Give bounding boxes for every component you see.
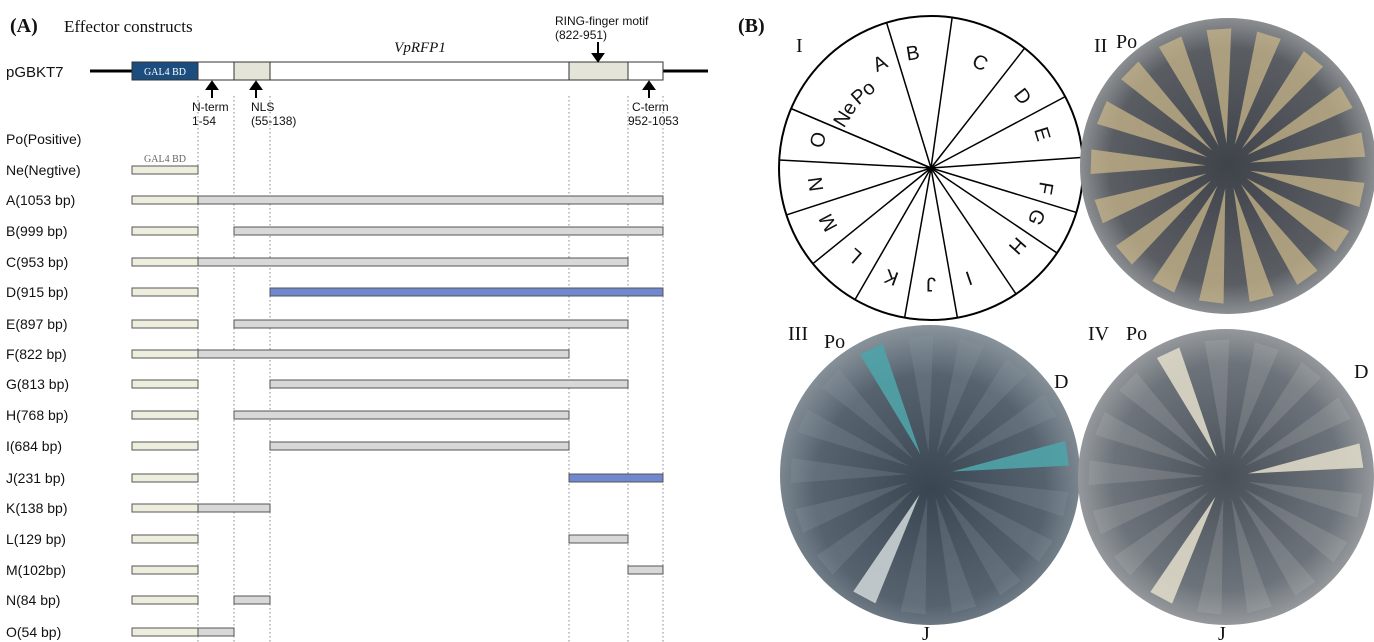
figure: (A) Effector constructs VpRFP1 RING-fing…: [0, 0, 1374, 642]
construct-name: J(231 bp): [6, 470, 65, 486]
panel-title: Effector constructs: [64, 17, 193, 36]
plate-mark: D: [1054, 371, 1068, 393]
nterm-range: 1-54: [192, 114, 216, 128]
gal4-segment: [132, 350, 198, 358]
construct-segment: [198, 504, 270, 512]
plate-mark: Po: [1126, 323, 1147, 345]
gal4-segment: [132, 596, 198, 604]
gal4-segment: [132, 566, 198, 574]
plate-mark: Po: [1116, 31, 1137, 53]
gene-box: [270, 62, 569, 80]
sector-label: N: [805, 175, 829, 192]
gal4-segment: [132, 628, 198, 636]
gal4-segment: [132, 320, 198, 328]
cterm-label: C-term: [632, 100, 669, 114]
ring-range: (822-951): [555, 28, 607, 42]
gal4-segment: [132, 288, 198, 296]
gal4-segment: [132, 227, 198, 235]
gal4-segment: [132, 196, 198, 204]
ring-label: RING-finger motif: [555, 14, 649, 28]
construct-name: M(102bp): [6, 562, 66, 578]
construct-rows: Po(Positive) Ne(Negtive) GAL4 BD A(1053 bp)…: [6, 131, 663, 640]
construct-name: Ne(Negtive): [6, 162, 81, 178]
gal4-segment: [132, 474, 198, 482]
construct-name: G(813 bp): [6, 376, 69, 392]
nls-range: (55-138): [251, 114, 296, 128]
gal4-segment: [132, 411, 198, 419]
construct-name: B(999 bp): [6, 223, 67, 239]
plate-mark: J: [1218, 623, 1226, 642]
construct-segment: [569, 474, 663, 482]
construct-segment: [198, 350, 569, 358]
construct-name: N(84 bp): [6, 592, 60, 608]
gal4-segment: [132, 504, 198, 512]
gal4-segment: [132, 380, 198, 388]
cterm-range: 952-1053: [628, 114, 679, 128]
construct-segment: [234, 411, 569, 419]
cterm-box: [628, 62, 663, 80]
construct-segment: [234, 320, 628, 328]
construct-name: F(822 bp): [6, 346, 67, 362]
gal4-segment: [132, 258, 198, 266]
construct-segment: [234, 227, 663, 235]
construct-segment: [569, 535, 628, 543]
gal4-segment: [132, 535, 198, 543]
sector-label: J: [926, 273, 936, 295]
vector-label: pGBKT7: [6, 64, 64, 81]
construct-segment: [198, 628, 234, 636]
nterm-label: N-term: [192, 100, 229, 114]
construct-name: C(953 bp): [6, 254, 68, 270]
construct-name: Po(Positive): [6, 131, 81, 147]
construct-name: D(915 bp): [6, 284, 68, 300]
construct-name: H(768 bp): [6, 407, 68, 423]
construct-segment: [198, 196, 663, 204]
plate-numeral: IV: [1088, 323, 1110, 345]
construct-segment: [628, 566, 663, 574]
plate-mark: D: [1354, 361, 1368, 383]
box-label: GAL4 BD: [144, 154, 186, 165]
nls-box: [234, 62, 270, 80]
plate-numeral: III: [788, 323, 808, 345]
construct-name: I(684 bp): [6, 438, 62, 454]
panel-label: (A): [10, 15, 38, 37]
guides: [198, 96, 663, 642]
plate-numeral: II: [1094, 35, 1107, 57]
construct-segment: [234, 596, 270, 604]
construct-name: L(129 bp): [6, 531, 66, 547]
ring-box: [569, 62, 628, 80]
plate-mark: Po: [824, 331, 845, 353]
nterm-box: [198, 62, 234, 80]
construct-segment: [270, 380, 628, 388]
construct-name: O(54 bp): [6, 624, 61, 640]
plate-mark: J: [922, 623, 930, 642]
nls-label: NLS: [251, 100, 274, 114]
gal4-segment: [132, 166, 198, 174]
construct-name: E(897 bp): [6, 316, 67, 332]
gene-name: VpRFP1: [394, 40, 446, 56]
plate-numeral: I: [796, 35, 803, 57]
construct-segment: [270, 442, 569, 450]
construct-name: K(138 bp): [6, 500, 67, 516]
panel-label: (B): [738, 15, 765, 37]
construct-segment: [270, 288, 663, 296]
construct-name: A(1053 bp): [6, 192, 75, 208]
gal4-label: GAL4 BD: [144, 67, 186, 78]
construct-segment: [198, 258, 628, 266]
gal4-segment: [132, 442, 198, 450]
